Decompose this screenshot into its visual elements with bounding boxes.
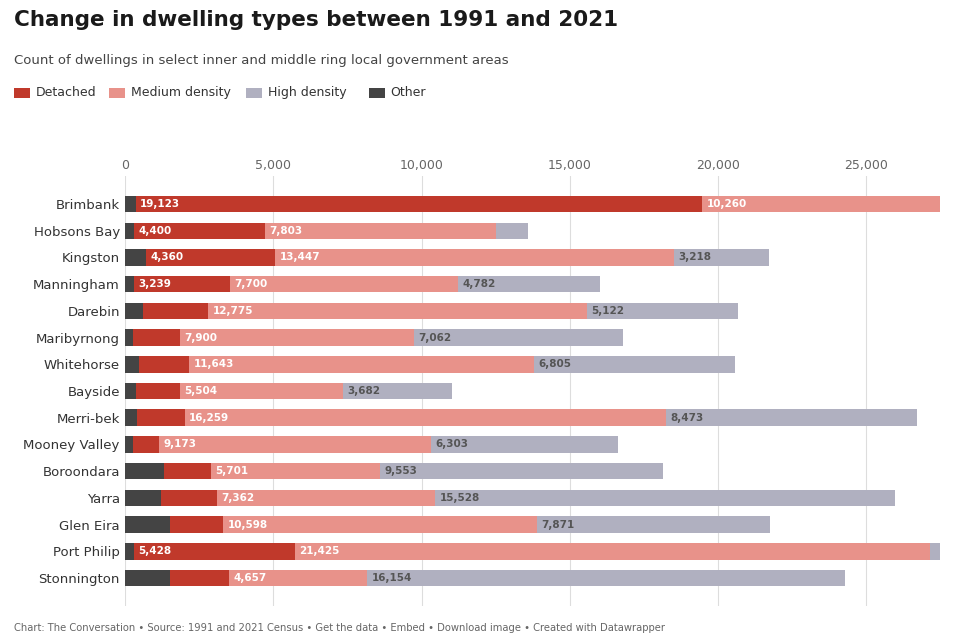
Text: 9,173: 9,173	[164, 440, 197, 449]
Bar	[161, 490, 217, 506]
Bar	[435, 490, 896, 506]
Bar	[217, 490, 435, 506]
Text: 11,643: 11,643	[194, 360, 234, 369]
Bar	[125, 249, 147, 266]
Bar	[125, 383, 136, 399]
Bar	[380, 463, 663, 479]
Bar	[134, 543, 295, 560]
Bar	[458, 276, 600, 292]
Bar	[125, 222, 134, 239]
Bar	[211, 463, 380, 479]
Bar	[125, 516, 170, 533]
Bar	[170, 570, 229, 587]
Text: 8,473: 8,473	[671, 413, 704, 422]
Bar	[147, 249, 275, 266]
Bar	[125, 196, 136, 212]
Bar	[125, 329, 133, 346]
Bar	[415, 329, 624, 346]
Text: 3,239: 3,239	[139, 279, 172, 289]
Text: Chart: The Conversation • Source: 1991 and 2021 Census • Get the data • Embed • : Chart: The Conversation • Source: 1991 a…	[14, 623, 665, 633]
Bar	[184, 410, 666, 426]
Text: 10,598: 10,598	[228, 520, 268, 529]
Bar	[125, 276, 134, 292]
Text: 12,775: 12,775	[213, 306, 254, 316]
Text: 5,122: 5,122	[591, 306, 624, 316]
Text: Medium density: Medium density	[130, 87, 230, 99]
Bar	[125, 356, 139, 372]
Bar	[159, 436, 431, 453]
Text: 6,303: 6,303	[436, 440, 469, 449]
Bar	[208, 303, 587, 319]
Bar	[133, 329, 180, 346]
Text: Count of dwellings in select inner and middle ring local government areas: Count of dwellings in select inner and m…	[14, 54, 509, 67]
Text: 7,062: 7,062	[418, 333, 452, 342]
Text: High density: High density	[268, 87, 346, 99]
Text: 10,260: 10,260	[707, 199, 747, 209]
Bar	[136, 196, 702, 212]
Bar	[230, 276, 458, 292]
Bar	[431, 436, 618, 453]
Bar	[180, 329, 415, 346]
Bar	[189, 356, 534, 372]
Bar	[125, 463, 164, 479]
Bar	[674, 249, 769, 266]
Bar	[137, 410, 184, 426]
Text: 4,657: 4,657	[233, 573, 267, 583]
Bar	[702, 196, 964, 212]
Text: 5,428: 5,428	[139, 546, 172, 556]
Text: 16,259: 16,259	[189, 413, 229, 422]
Bar	[229, 570, 367, 587]
Text: 19,123: 19,123	[140, 199, 180, 209]
Text: 3,218: 3,218	[678, 253, 711, 262]
Text: Detached: Detached	[36, 87, 96, 99]
Bar	[534, 356, 736, 372]
Bar	[367, 570, 845, 587]
Bar	[125, 490, 161, 506]
Text: 5,504: 5,504	[184, 386, 218, 396]
Text: 13,447: 13,447	[280, 253, 320, 262]
Text: 4,400: 4,400	[139, 226, 172, 236]
Text: 9,553: 9,553	[385, 466, 417, 476]
Text: 7,362: 7,362	[222, 493, 254, 503]
Bar	[134, 222, 264, 239]
Text: 7,803: 7,803	[269, 226, 302, 236]
Bar	[180, 383, 343, 399]
Text: 4,360: 4,360	[150, 253, 183, 262]
Bar	[666, 410, 917, 426]
Bar	[125, 436, 133, 453]
Bar	[264, 222, 495, 239]
Bar	[143, 303, 208, 319]
Bar	[164, 463, 211, 479]
Text: 7,700: 7,700	[234, 279, 268, 289]
Bar	[125, 303, 143, 319]
Text: 15,528: 15,528	[440, 493, 480, 503]
Text: 7,871: 7,871	[542, 520, 575, 529]
Bar	[275, 249, 674, 266]
Text: Change in dwelling types between 1991 and 2021: Change in dwelling types between 1991 an…	[14, 10, 619, 29]
Bar	[133, 436, 159, 453]
Bar	[125, 410, 137, 426]
Text: 16,154: 16,154	[371, 573, 412, 583]
Bar	[125, 543, 134, 560]
Text: 6,805: 6,805	[538, 360, 572, 369]
Bar	[223, 516, 537, 533]
Bar	[139, 356, 189, 372]
Bar	[136, 383, 180, 399]
Bar	[537, 516, 770, 533]
Text: Other: Other	[390, 87, 426, 99]
Bar	[134, 276, 230, 292]
Bar	[125, 570, 170, 587]
Text: 4,782: 4,782	[463, 279, 495, 289]
Bar	[587, 303, 738, 319]
Bar	[495, 222, 528, 239]
Text: 21,425: 21,425	[300, 546, 339, 556]
Text: 7,900: 7,900	[184, 333, 218, 342]
Bar	[170, 516, 223, 533]
Bar	[343, 383, 452, 399]
Text: 5,701: 5,701	[216, 466, 249, 476]
Text: 3,682: 3,682	[348, 386, 381, 396]
Bar	[295, 543, 929, 560]
Bar	[929, 543, 964, 560]
